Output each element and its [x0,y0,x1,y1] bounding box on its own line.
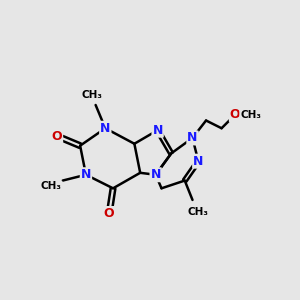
Text: N: N [193,155,203,168]
Text: CH₃: CH₃ [240,110,261,120]
Text: O: O [52,130,62,142]
Text: CH₃: CH₃ [188,207,209,217]
Text: N: N [151,168,161,181]
Text: O: O [104,207,115,220]
Text: N: N [81,168,91,181]
Text: N: N [187,131,198,144]
Text: CH₃: CH₃ [40,182,61,191]
Text: O: O [230,108,240,121]
Text: N: N [152,124,163,137]
Text: N: N [100,122,110,135]
Text: CH₃: CH₃ [81,90,102,100]
